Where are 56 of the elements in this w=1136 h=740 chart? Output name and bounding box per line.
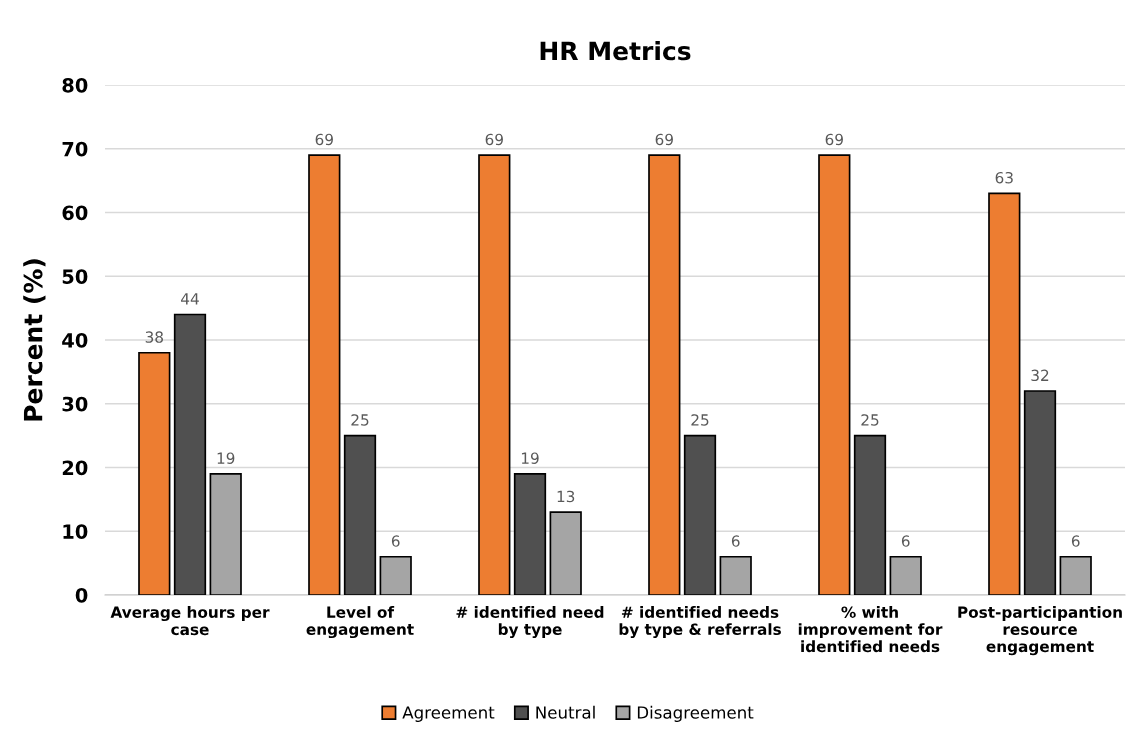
- bar: [719, 555, 752, 595]
- legend-label: Disagreement: [637, 705, 754, 722]
- x-tick-label: % with improvement for identified needs: [798, 606, 943, 653]
- bar: [478, 154, 511, 595]
- bar: [343, 434, 377, 595]
- data-label: 69: [825, 133, 843, 146]
- y-tick-label: 0: [75, 587, 88, 603]
- bar: [549, 511, 582, 595]
- y-tick-label: 10: [63, 524, 88, 539]
- bar: [173, 313, 207, 595]
- data-label: 6: [391, 535, 400, 547]
- chart-title: HR Metrics: [540, 41, 691, 61]
- y-tick-label: 30: [62, 396, 88, 412]
- y-tick-label: 40: [62, 332, 88, 348]
- data-label: 69: [315, 133, 333, 146]
- y-axis-title: Percent (%): [23, 259, 46, 421]
- y-tick-label: 80: [62, 77, 88, 93]
- bar: [648, 154, 681, 595]
- bar: [138, 351, 171, 595]
- data-label: 6: [731, 535, 740, 547]
- bar: [379, 555, 412, 595]
- data-label: 38: [145, 331, 163, 343]
- x-tick-label: Level of engagement: [306, 606, 414, 639]
- x-tick-label: # identified need by type: [456, 606, 604, 639]
- y-tick-label: 50: [62, 269, 88, 284]
- bar: [853, 434, 887, 595]
- data-label: 69: [655, 133, 673, 146]
- data-label: 19: [521, 452, 539, 464]
- data-label: 25: [861, 414, 879, 426]
- y-tick-label: 70: [62, 141, 88, 157]
- bar: [683, 434, 717, 595]
- data-label: 25: [691, 414, 709, 426]
- y-tick-label: 20: [62, 460, 88, 476]
- data-label: 44: [181, 293, 199, 305]
- y-tick-label: 60: [62, 205, 88, 221]
- bar: [1059, 555, 1092, 595]
- data-label: 63: [995, 171, 1013, 184]
- data-label: 6: [901, 535, 910, 547]
- bar: [1023, 390, 1057, 595]
- data-label: 69: [485, 133, 503, 146]
- bar: [513, 473, 547, 595]
- bar: [308, 154, 341, 595]
- legend-label: Agreement: [402, 706, 495, 722]
- bar: [818, 154, 851, 595]
- data-label: 25: [351, 414, 369, 426]
- bar: [988, 192, 1021, 595]
- x-tick-label: Post-participantion resource engagement: [958, 606, 1122, 656]
- x-tick-label: Average hours per case: [110, 606, 270, 636]
- data-label: 32: [1031, 369, 1049, 382]
- data-label: 6: [1071, 535, 1080, 547]
- bar: [889, 555, 922, 595]
- bar: [209, 473, 242, 595]
- data-label: 19: [217, 452, 235, 464]
- data-label: 13: [557, 490, 575, 503]
- x-tick-label: # identified needs by type & referrals: [619, 606, 781, 639]
- legend-label: Neutral: [536, 705, 595, 719]
